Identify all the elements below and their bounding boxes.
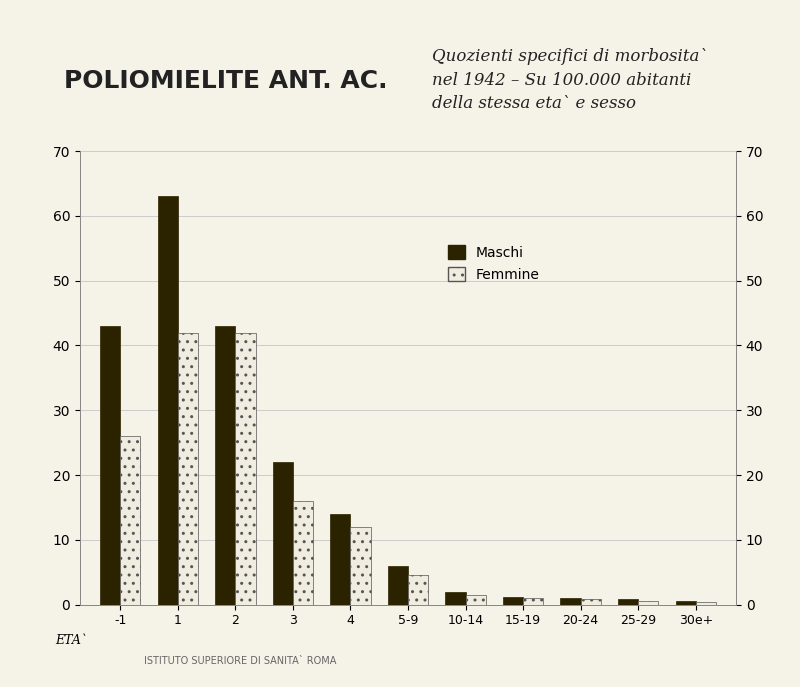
Bar	[120, 436, 141, 605]
Bar	[178, 333, 198, 605]
Bar	[466, 595, 486, 605]
Bar	[408, 576, 428, 605]
Bar	[350, 527, 370, 605]
Bar	[581, 599, 601, 605]
Text: POLIOMIELITE ANT. AC.: POLIOMIELITE ANT. AC.	[64, 69, 387, 93]
Text: ETA`: ETA`	[55, 633, 87, 646]
Bar	[618, 599, 638, 605]
Bar	[158, 196, 178, 605]
Bar	[446, 592, 466, 605]
Bar	[638, 600, 658, 605]
Bar	[235, 333, 255, 605]
Bar	[523, 598, 543, 605]
Bar	[675, 601, 696, 605]
Text: Quozienti specifici di morbosita`
nel 1942 – Su 100.000 abitanti
della stessa et: Quozienti specifici di morbosita` nel 19…	[432, 48, 708, 112]
Bar	[273, 462, 293, 605]
Bar	[100, 326, 120, 605]
Bar	[561, 598, 581, 605]
Bar	[293, 501, 313, 605]
Bar	[330, 514, 350, 605]
Text: ISTITUTO SUPERIORE DI SANITA` ROMA: ISTITUTO SUPERIORE DI SANITA` ROMA	[144, 656, 336, 666]
Bar	[503, 597, 523, 605]
Bar	[388, 565, 408, 605]
Bar	[215, 326, 235, 605]
Bar	[696, 602, 716, 605]
Legend: Maschi, Femmine: Maschi, Femmine	[442, 240, 546, 287]
